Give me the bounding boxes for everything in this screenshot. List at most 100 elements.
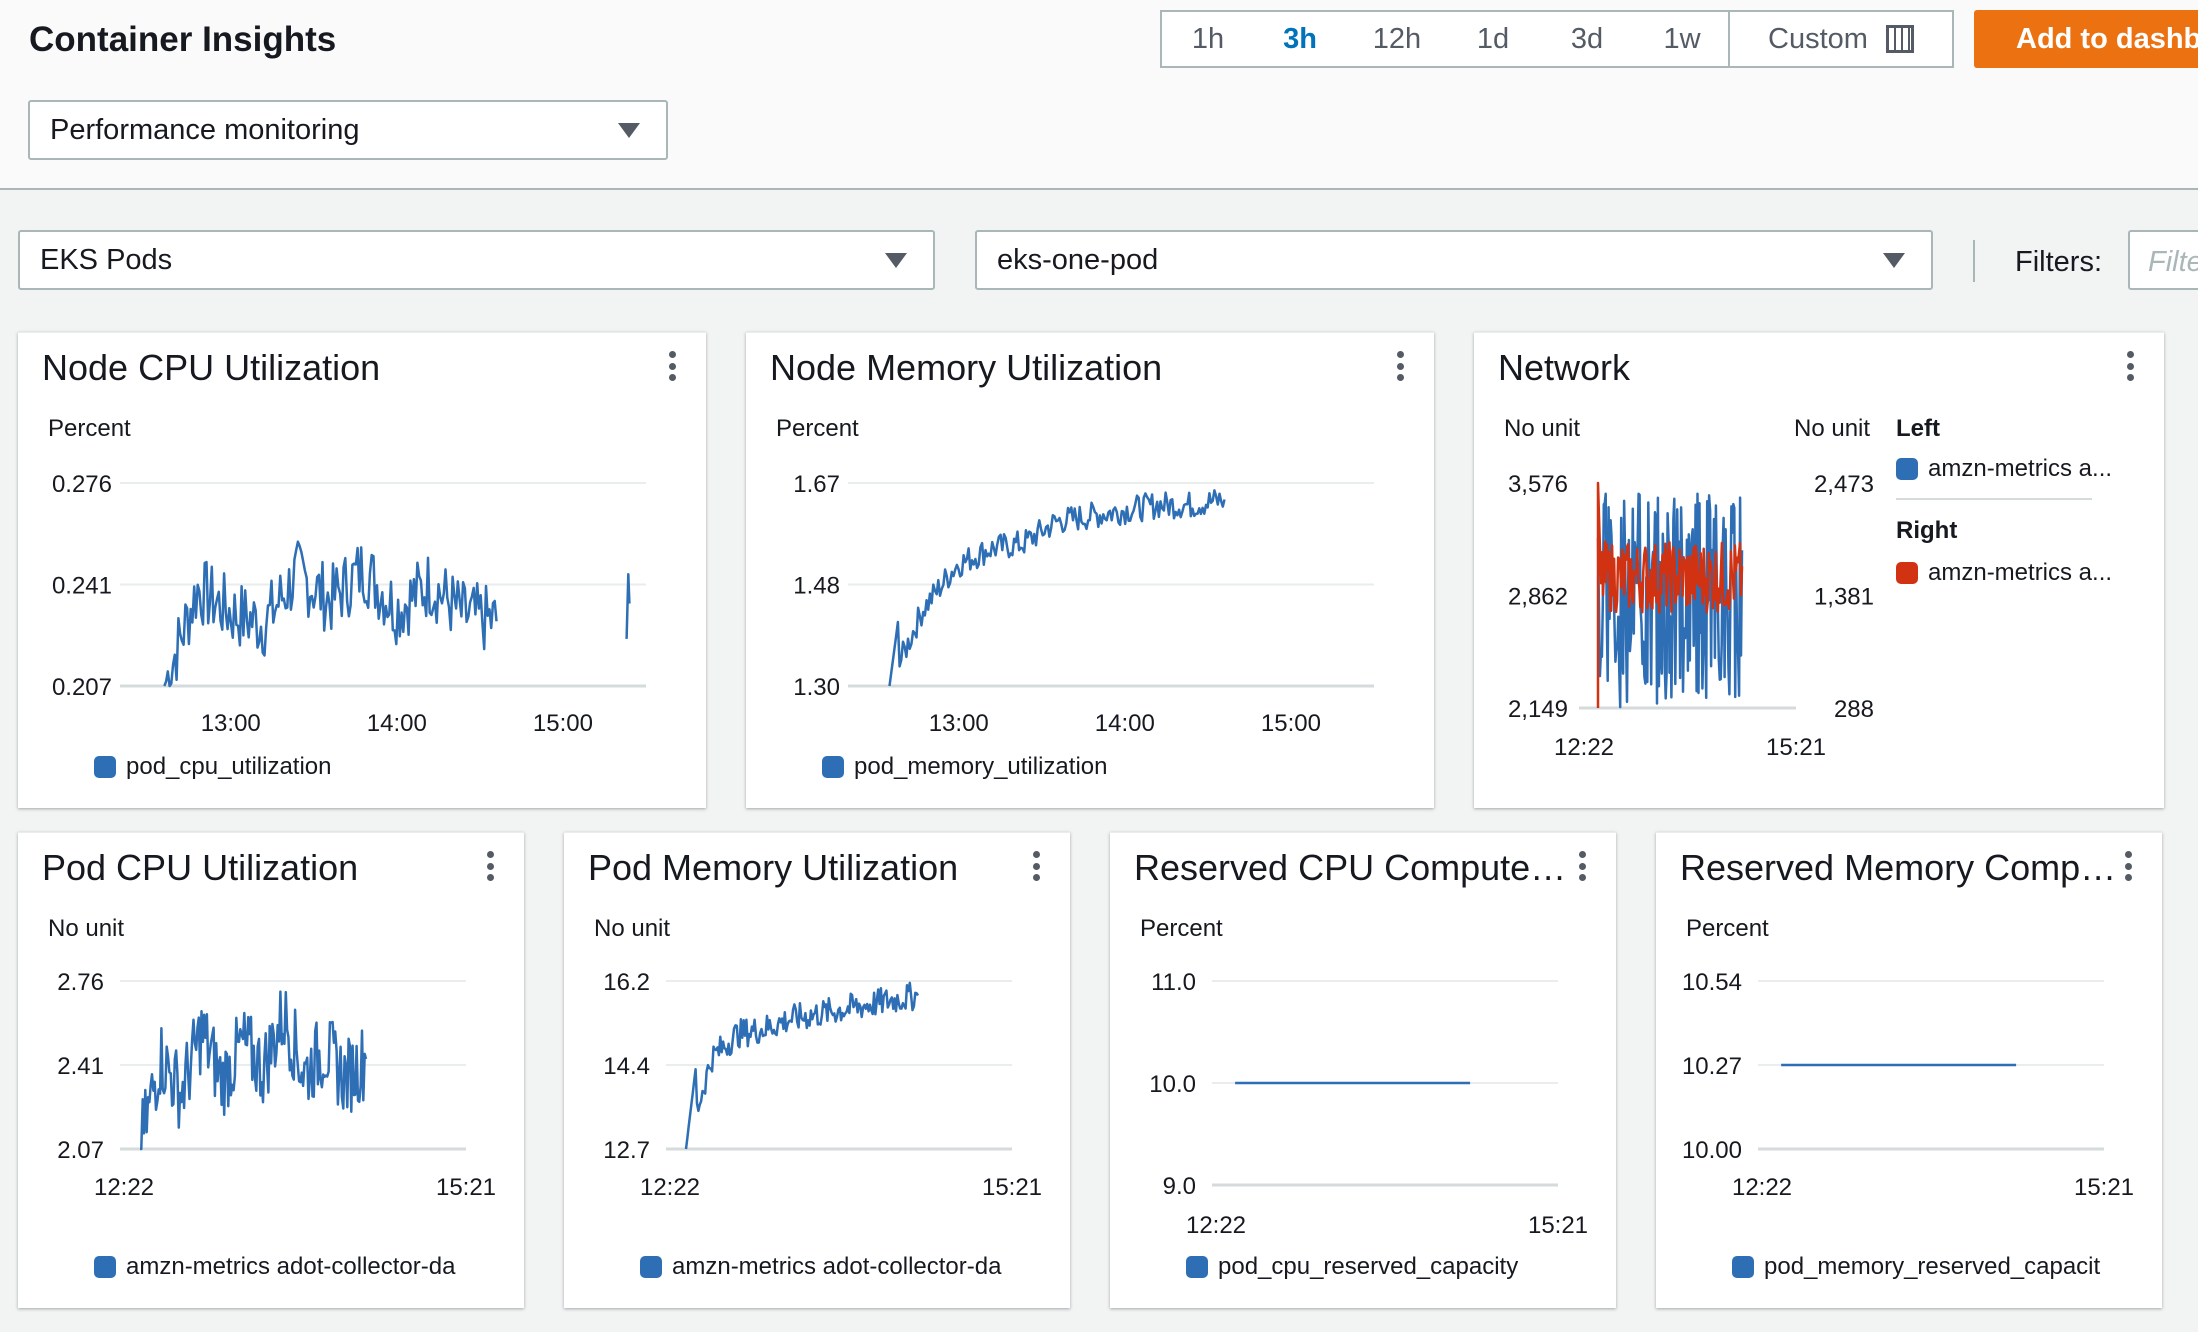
pod-select-value: eks-one-pod bbox=[997, 243, 1159, 276]
kebab-menu-icon[interactable] bbox=[486, 851, 494, 881]
legend-item[interactable]: pod_cpu_reserved_capacity bbox=[1186, 1253, 1586, 1281]
legend-item[interactable]: amzn-metrics adot-collector-da bbox=[640, 1253, 1030, 1281]
caret-down-icon bbox=[618, 123, 640, 138]
chart-reserved-cpu: 11.0 10.0 9.0 12:22 15:21 bbox=[1149, 969, 1588, 1239]
legend-item-left[interactable]: amzn-metrics a... bbox=[1896, 455, 2116, 483]
filter-input[interactable]: Filter bbox=[2128, 230, 2198, 290]
legend-label: amzn-metrics a... bbox=[1928, 559, 2113, 586]
y-tick-label-left: 3,576 bbox=[1508, 471, 1568, 498]
series-line-right bbox=[1596, 481, 1744, 708]
x-tick-label: 15:21 bbox=[1766, 734, 1826, 761]
view-select[interactable]: Performance monitoring bbox=[28, 100, 668, 160]
legend-left-heading: Left bbox=[1896, 415, 1940, 442]
kebab-menu-icon[interactable] bbox=[2124, 851, 2132, 881]
legend-swatch bbox=[640, 1256, 662, 1278]
chart-node-cpu: 0.276 0.241 0.207 13:00 14:00 15:00 bbox=[52, 471, 646, 737]
header-bar: Container Insights Performance monitorin… bbox=[0, 0, 2198, 190]
caret-down-icon bbox=[885, 253, 907, 268]
legend-item[interactable]: pod_memory_reserved_capacit bbox=[1732, 1253, 2122, 1281]
chart-network: 3,576 2,862 2,149 2,473 1,381 288 12:22 15:21 bbox=[1508, 471, 1874, 761]
time-3d-button[interactable]: 3d bbox=[1570, 22, 1604, 55]
legend-swatch bbox=[1896, 562, 1918, 584]
y-tick-label: 1.30 bbox=[793, 674, 840, 701]
y-tick-label: 10.00 bbox=[1682, 1137, 1742, 1164]
y-tick-label: 1.48 bbox=[793, 573, 840, 600]
legend-label: pod_memory_utilization bbox=[854, 753, 1108, 780]
page-title: Container Insights bbox=[29, 20, 337, 59]
legend-divider bbox=[1896, 498, 2092, 500]
time-1w-button[interactable]: 1w bbox=[1663, 22, 1701, 55]
kebab-menu-icon[interactable] bbox=[1396, 351, 1404, 381]
y-tick-label-right: 288 bbox=[1834, 696, 1874, 723]
legend-swatch bbox=[822, 756, 844, 778]
legend-swatch bbox=[1732, 1256, 1754, 1278]
series-line bbox=[163, 540, 498, 688]
chart-pod-memory: 16.2 14.4 12.7 12:22 15:21 bbox=[603, 969, 1042, 1201]
resource-type-select[interactable]: EKS Pods bbox=[18, 230, 935, 290]
pod-select[interactable]: eks-one-pod bbox=[975, 230, 1933, 290]
x-tick-label: 12:22 bbox=[1554, 734, 1614, 761]
legend-label: pod_cpu_reserved_capacity bbox=[1218, 1253, 1519, 1280]
widget-network: Network No unit No unit 3,576 2,862 2,149 2… bbox=[1474, 332, 2164, 808]
legend-item[interactable]: pod_cpu_utilization bbox=[94, 753, 654, 781]
legend-swatch bbox=[1186, 1256, 1208, 1278]
chart-reserved-memory: 10.54 10.27 10.00 12:22 15:21 bbox=[1682, 969, 2134, 1201]
widget-node-cpu: Node CPU Utilization Percent 0.276 0.241 0… bbox=[18, 332, 706, 808]
legend-item[interactable]: amzn-metrics adot-collector-da bbox=[94, 1253, 484, 1281]
y-tick-label: 2.76 bbox=[57, 969, 104, 996]
custom-label: Custom bbox=[1768, 22, 1868, 55]
series-line bbox=[888, 489, 1226, 687]
time-1h-button[interactable]: 1h bbox=[1191, 22, 1225, 55]
caret-down-icon bbox=[1883, 253, 1905, 268]
view-select-value: Performance monitoring bbox=[50, 113, 360, 146]
y-tick-label: 0.207 bbox=[52, 674, 112, 701]
y-axis-unit: Percent bbox=[776, 415, 859, 442]
x-tick-label: 13:00 bbox=[201, 710, 261, 737]
kebab-menu-icon[interactable] bbox=[668, 351, 676, 381]
y-tick-label: 10.54 bbox=[1682, 969, 1742, 996]
legend-item[interactable]: pod_memory_utilization bbox=[822, 753, 1382, 781]
y-tick-label: 2.07 bbox=[57, 1137, 104, 1164]
y-tick-label: 2.41 bbox=[57, 1053, 104, 1080]
x-tick-label: 12:22 bbox=[1186, 1212, 1246, 1239]
add-to-dashboard-button[interactable]: Add to dashboard bbox=[1974, 10, 2198, 68]
kebab-menu-icon[interactable] bbox=[1032, 851, 1040, 881]
y-tick-label-left: 2,149 bbox=[1508, 696, 1568, 723]
widget-reserved-cpu: Reserved CPU Compute … Percent 11.0 10.0 9… bbox=[1110, 832, 1616, 1308]
widget-pod-memory: Pod Memory Utilization No unit 16.2 14.4 1… bbox=[564, 832, 1070, 1308]
time-3h-button[interactable]: 3h bbox=[1283, 22, 1317, 55]
kebab-menu-icon[interactable] bbox=[2126, 351, 2134, 381]
time-custom-button[interactable]: Custom bbox=[1728, 12, 1952, 66]
calendar-icon bbox=[1885, 25, 1914, 53]
time-range-group: 1h 3h 12h 1d 3d 1w Custom bbox=[1160, 10, 1954, 68]
legend-swatch bbox=[1896, 458, 1918, 480]
y-axis-unit: Percent bbox=[48, 415, 131, 442]
legend-label: pod_memory_reserved_capacit bbox=[1764, 1253, 2101, 1280]
series-line bbox=[140, 990, 368, 1151]
x-tick-label: 15:00 bbox=[533, 710, 593, 737]
legend-label: pod_cpu_utilization bbox=[126, 753, 332, 780]
left-axis-unit: No unit bbox=[1504, 415, 1581, 442]
x-tick-label: 15:00 bbox=[1261, 710, 1321, 737]
y-tick-label: 12.7 bbox=[603, 1137, 650, 1164]
legend-item-right[interactable]: amzn-metrics a... bbox=[1896, 559, 2116, 587]
y-tick-label: 16.2 bbox=[603, 969, 650, 996]
x-tick-label: 15:21 bbox=[982, 1174, 1042, 1201]
y-tick-label: 10.0 bbox=[1149, 1071, 1196, 1098]
time-12h-button[interactable]: 12h bbox=[1372, 22, 1422, 55]
legend-label: amzn-metrics adot-collector-da bbox=[126, 1253, 456, 1280]
y-tick-label: 9.0 bbox=[1163, 1173, 1196, 1200]
y-axis-unit: Percent bbox=[1686, 915, 1769, 942]
resource-type-value: EKS Pods bbox=[40, 243, 173, 276]
kebab-menu-icon[interactable] bbox=[1578, 851, 1586, 881]
y-axis-unit: No unit bbox=[48, 915, 125, 942]
widget-reserved-memory: Reserved Memory Comp… Percent 10.54 10.27… bbox=[1656, 832, 2162, 1308]
y-tick-label-right: 2,473 bbox=[1814, 471, 1874, 498]
time-1d-button[interactable]: 1d bbox=[1476, 22, 1510, 55]
y-tick-label: 10.27 bbox=[1682, 1053, 1742, 1080]
y-tick-label: 11.0 bbox=[1151, 969, 1196, 996]
legend-right-heading: Right bbox=[1896, 517, 1958, 544]
filters-label: Filters: bbox=[2015, 246, 2102, 278]
chart-node-memory: 1.67 1.48 1.30 13:00 14:00 15:00 bbox=[793, 471, 1374, 737]
y-tick-label: 14.4 bbox=[603, 1053, 650, 1080]
